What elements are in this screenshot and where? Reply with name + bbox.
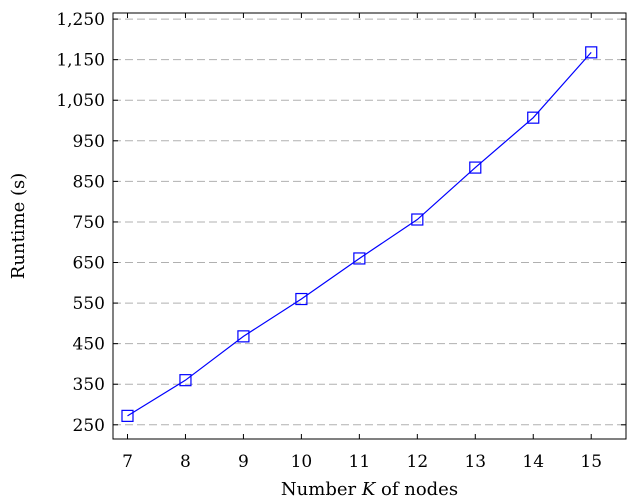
x-tick-label: 14 bbox=[522, 452, 544, 472]
y-tick-label: 450 bbox=[73, 335, 105, 355]
y-axis-title: Runtime (s) bbox=[8, 173, 29, 279]
data-point-marker bbox=[295, 292, 308, 306]
y-tick-label: 850 bbox=[73, 172, 105, 192]
data-point-marker bbox=[121, 409, 134, 422]
y-tick-label: 1,150 bbox=[56, 51, 105, 71]
data-point-marker bbox=[585, 46, 598, 59]
data-point-marker bbox=[179, 374, 192, 387]
x-tick-label: 7 bbox=[122, 452, 133, 472]
x-axis-title-variable: K bbox=[361, 479, 377, 500]
data-point-marker bbox=[411, 213, 424, 226]
data-point-marker bbox=[237, 330, 250, 343]
axis-ticks: 250 350 450 550 650 750 850 950 1,050 1,150 1,250 7… bbox=[56, 10, 626, 472]
series-layer bbox=[121, 46, 598, 422]
data-point-marker bbox=[353, 252, 366, 265]
y-tick-label: 650 bbox=[73, 254, 105, 274]
x-tick-label: 8 bbox=[180, 452, 191, 472]
y-tick-label: 1,250 bbox=[56, 10, 105, 30]
x-tick-label: 13 bbox=[464, 452, 486, 472]
grid bbox=[113, 18, 626, 426]
y-tick-label: 250 bbox=[73, 416, 105, 436]
x-tick-label: 11 bbox=[349, 452, 371, 472]
x-tick-label: 12 bbox=[407, 452, 429, 472]
x-axis-title-part: of nodes bbox=[375, 479, 458, 500]
x-tick-label: 9 bbox=[238, 452, 249, 472]
y-tick-label: 350 bbox=[73, 375, 105, 395]
y-tick-label: 750 bbox=[73, 213, 105, 233]
y-tick-label: 950 bbox=[73, 132, 105, 152]
data-point-marker bbox=[527, 111, 540, 124]
x-axis-title: Number K of nodes bbox=[281, 479, 458, 500]
x-axis-title-part: Number bbox=[281, 479, 362, 500]
data-point-marker bbox=[469, 161, 482, 174]
x-tick-label: 15 bbox=[580, 452, 602, 472]
plot-frame bbox=[112, 12, 627, 440]
x-tick-label: 10 bbox=[291, 452, 313, 472]
series-line bbox=[127, 51, 592, 417]
y-tick-label: 550 bbox=[73, 294, 105, 314]
y-tick-label: 1,050 bbox=[56, 91, 105, 111]
